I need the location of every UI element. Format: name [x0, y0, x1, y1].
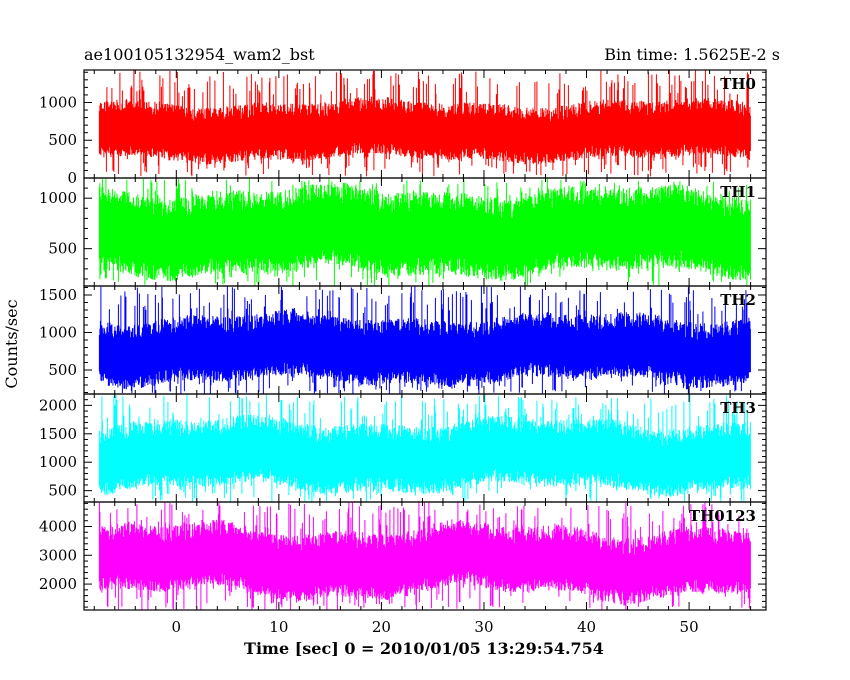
- y-tick-label: 2000: [39, 575, 77, 593]
- y-tick-label: 500: [48, 482, 77, 500]
- y-tick-label: 1000: [39, 189, 77, 207]
- x-tick-label: 20: [372, 618, 391, 636]
- y-tick-label: 3000: [39, 546, 77, 564]
- series-line-th0: [98, 70, 751, 177]
- panel-label-th0123: TH0123: [689, 507, 756, 525]
- panel-th1: 500 1000 TH1: [39, 177, 767, 287]
- y-tick-label: 1000: [39, 453, 77, 471]
- x-tick-label: 30: [474, 618, 493, 636]
- y-tick-label: 0: [67, 169, 77, 187]
- panel-label-th0: TH0: [720, 75, 756, 93]
- x-tick-label: 0: [172, 618, 182, 636]
- panel-th0123: 2000 3000 4000 TH0123: [39, 501, 767, 611]
- panel-th0: 0 500 1000 TH0: [39, 69, 767, 187]
- panel-frame: [83, 501, 767, 611]
- series-line-th0123: [98, 502, 751, 610]
- x-tick-label: 40: [577, 618, 596, 636]
- y-tick-label: 500: [48, 240, 77, 258]
- panel-label-th3: TH3: [720, 399, 756, 417]
- panel-label-th2: TH2: [720, 291, 756, 309]
- y-tick-label: 500: [48, 131, 77, 149]
- x-axis-label: Time [sec] 0 = 2010/01/05 13:29:54.754: [244, 639, 604, 658]
- x-tick-label: 10: [269, 618, 288, 636]
- y-tick-label: 4000: [39, 517, 77, 535]
- y-tick-label: 1500: [39, 425, 77, 443]
- panel-th2: 500 1000 1500 TH2: [39, 285, 767, 395]
- y-axis-label: Counts/sec: [2, 299, 21, 388]
- y-tick-label: 1000: [39, 93, 77, 111]
- y-tick-label: 1500: [39, 286, 77, 304]
- y-tick-label: 1000: [39, 324, 77, 342]
- y-tick-label: 2000: [39, 396, 77, 414]
- panel-label-th1: TH1: [720, 183, 756, 201]
- series-line-th1: [98, 178, 751, 286]
- panel-th3: 500 1000 1500 2000 TH3: [39, 393, 767, 503]
- series-line-th2: [98, 286, 751, 394]
- chart-title: ae100105132954_wam2_bst: [84, 45, 315, 64]
- x-tick-label: 50: [680, 618, 699, 636]
- series-line-th3: [98, 394, 751, 502]
- y-tick-label: 500: [48, 361, 77, 379]
- bin-time-label: Bin time: 1.5625E-2 s: [604, 45, 780, 64]
